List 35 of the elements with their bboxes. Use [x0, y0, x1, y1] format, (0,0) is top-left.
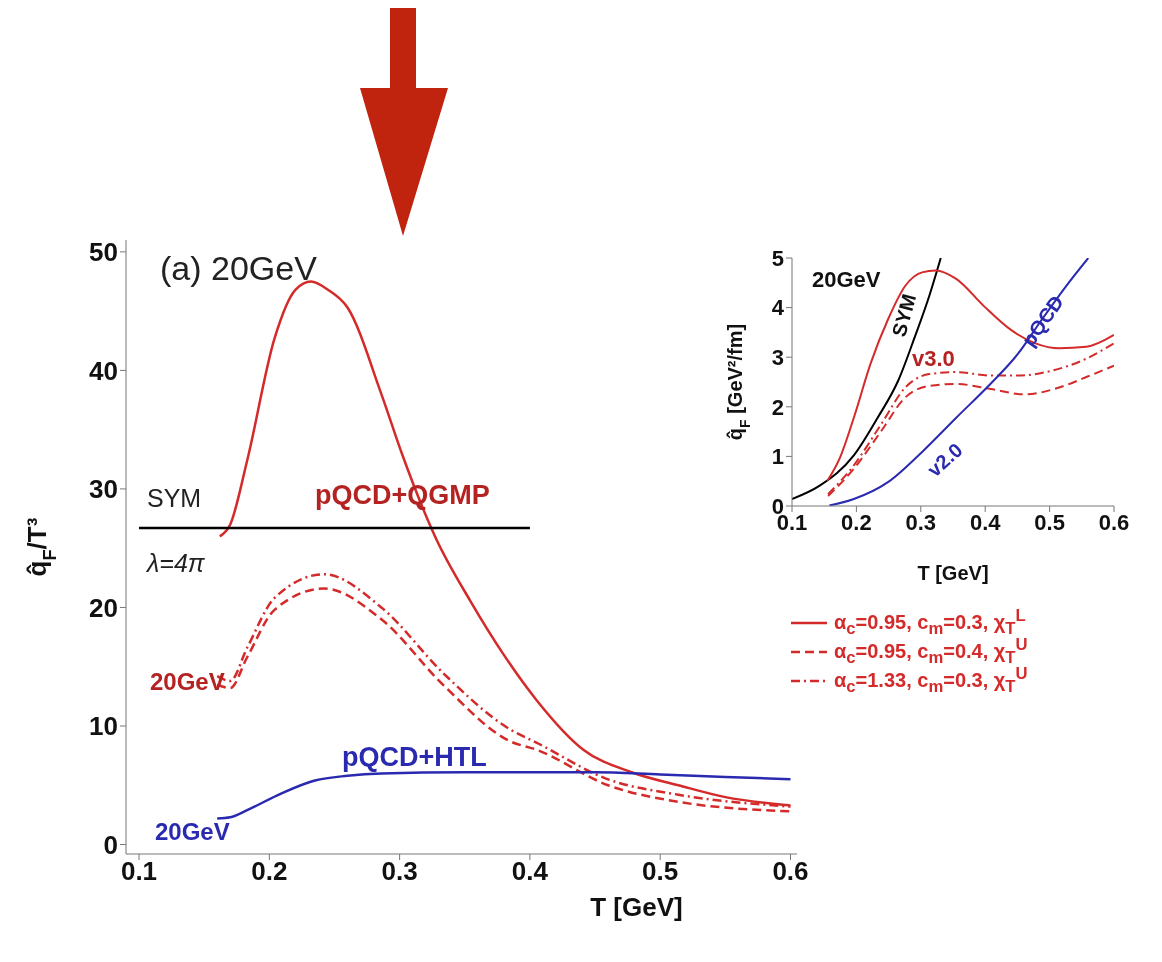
x-tick-label: 0.3: [381, 856, 418, 887]
annotation: 20GeV: [812, 267, 881, 292]
annotation: v3.0: [912, 346, 955, 371]
annotation: v2.0: [922, 438, 967, 481]
x-tick-label: 0.3: [905, 509, 937, 535]
y-tick-label: 5: [771, 245, 784, 271]
y-tick-label: 10: [89, 711, 118, 742]
annotation: λ=4π: [145, 549, 206, 577]
y-tick-label: 30: [89, 474, 118, 505]
x-tick-label: 0.2: [841, 509, 872, 535]
x-tick-label: 0.6: [772, 856, 809, 887]
x-tick-label: 0.5: [642, 856, 679, 887]
x-tick-label: 0.4: [511, 856, 549, 887]
annotation: (a) 20GeV: [160, 249, 318, 287]
annotation: SYM: [887, 291, 921, 340]
x-tick-label: 0.6: [1098, 509, 1130, 535]
annotation: pQCD+HTL: [342, 742, 487, 772]
y-tick-label: 40: [89, 355, 118, 386]
y-tick-label: 0: [103, 829, 118, 860]
annotation: 20GeV: [155, 818, 230, 845]
annotation: 20GeV: [150, 668, 225, 695]
y-tick-label: 50: [89, 237, 118, 268]
x-tick-label: 0.5: [1034, 509, 1065, 535]
y-tick-label: 2: [771, 394, 784, 420]
x-tick-label: 0.2: [251, 856, 288, 887]
line-series: [215, 770, 792, 820]
annotation: SYM: [147, 484, 202, 512]
x-tick-label: 0.4: [969, 509, 1002, 535]
x-tick-label: 0.1: [120, 856, 158, 887]
y-tick-label: 4: [771, 295, 785, 321]
y-tick-label: 20: [89, 592, 118, 623]
x-axis-title: T [GeV]: [590, 892, 683, 922]
y-tick-label: 1: [771, 444, 784, 470]
y-tick-label: 3: [771, 345, 784, 371]
x-axis-title: T [GeV]: [917, 562, 989, 584]
